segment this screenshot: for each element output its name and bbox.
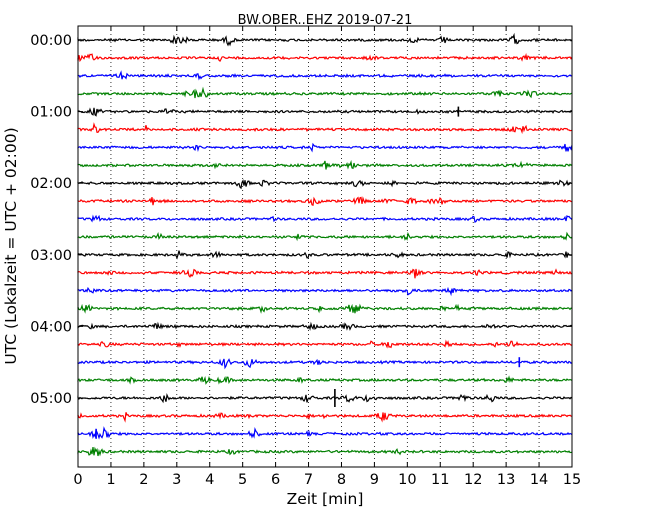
trace-row-21: [77, 412, 573, 423]
trace-row-23: [77, 446, 573, 457]
trace-row-6: [77, 142, 573, 153]
x-tick-label: 1: [106, 472, 115, 488]
x-tick-label: 6: [271, 472, 280, 488]
trace-layer: [77, 32, 573, 457]
trace-row-12: [77, 250, 573, 260]
y-tick-label: 02:00: [30, 176, 72, 192]
trace-row-14: [77, 286, 573, 297]
x-tick-label: 2: [139, 472, 148, 488]
y-tick-label: 05:00: [30, 391, 72, 407]
trace-row-7: [77, 159, 573, 170]
y-tick-label: 00:00: [30, 33, 72, 49]
x-tick-label: 12: [464, 472, 482, 488]
trace-row-2: [77, 70, 573, 81]
x-tick-label: 14: [530, 472, 548, 488]
chart-title: BW.OBER..EHZ 2019-07-21: [238, 13, 413, 28]
trace-row-1: [77, 52, 573, 63]
x-tick-label: 10: [398, 472, 416, 488]
x-tick-label: 5: [238, 472, 247, 488]
trace-row-8: [77, 179, 573, 190]
trace-row-4: [77, 107, 573, 117]
plot-frame: [77, 25, 573, 468]
trace-row-10: [77, 214, 573, 224]
trace-row-11: [77, 231, 573, 242]
x-axis-label: Zeit [min]: [287, 490, 364, 508]
trace-row-5: [77, 122, 573, 135]
trace-row-19: [77, 375, 573, 385]
x-tick-label: 9: [370, 472, 379, 488]
x-tick-label: 0: [73, 472, 82, 488]
trace-row-15: [77, 303, 573, 314]
trace-row-17: [77, 339, 573, 349]
y-tick-label: 04:00: [30, 319, 72, 335]
trace-row-9: [77, 196, 573, 206]
x-tick-label: 7: [304, 472, 313, 488]
trace-row-16: [77, 321, 573, 331]
grid-lines: [110, 26, 540, 467]
x-tick-label: 4: [205, 472, 214, 488]
y-tick-label: 03:00: [30, 248, 72, 264]
trace-row-20: [77, 393, 572, 404]
trace-row-0: [77, 32, 573, 47]
trace-row-22: [77, 426, 573, 440]
axis-ticks: 0 1 2 3 4 5 6 7 8 9 10 11 12 13 14 1500:0001:0002:0003:…: [30, 26, 581, 488]
x-tick-label: 3: [172, 472, 181, 488]
y-tick-label: 01:00: [30, 105, 72, 121]
y-axis-label: UTC (Lokalzeit = UTC + 02:00): [2, 127, 20, 364]
trace-row-3: [77, 86, 573, 99]
x-tick-label: 15: [563, 472, 581, 488]
x-tick-label: 13: [497, 472, 515, 488]
trace-row-18: [77, 358, 573, 370]
x-tick-label: 11: [431, 472, 449, 488]
trace-row-13: [77, 268, 573, 279]
x-tick-label: 8: [337, 472, 346, 488]
